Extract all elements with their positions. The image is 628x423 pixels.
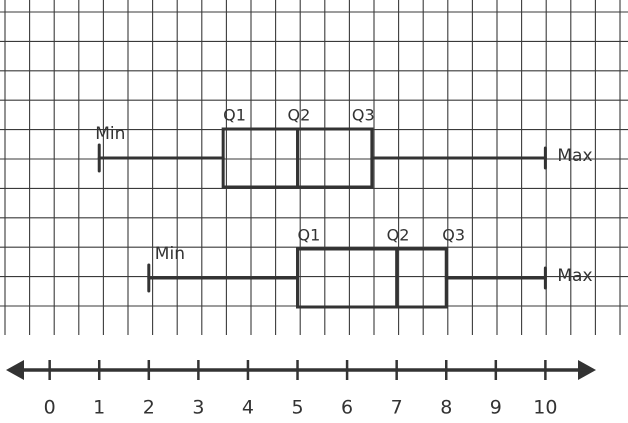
x-tick-label: 6: [341, 397, 353, 419]
x-tick-label: 8: [440, 397, 452, 419]
x-tick-label: 4: [242, 397, 254, 419]
chart: 0 1 2 3 4 5 6 7 8 9 10 Min Q1 Q2 Q3 Max Min Q1 Q2 Q3 Max: [0, 0, 628, 423]
max-label: Max: [557, 146, 592, 166]
max-label: Max: [557, 266, 592, 286]
q2-label: Q2: [288, 106, 311, 125]
x-tick-label: 0: [44, 397, 56, 419]
min-label: Min: [95, 124, 125, 144]
q1-label: Q1: [298, 226, 321, 245]
x-tick-label: 1: [93, 397, 105, 419]
x-tick-label: 5: [291, 397, 303, 419]
min-label: Min: [155, 244, 185, 264]
box: [298, 249, 447, 307]
x-tick-label: 3: [192, 397, 204, 419]
q2-label: Q2: [387, 226, 410, 245]
q3-label: Q3: [442, 226, 465, 245]
q3-label: Q3: [352, 106, 375, 125]
x-tick-label: 7: [391, 397, 403, 419]
x-tick-label: 10: [533, 397, 557, 419]
q1-label: Q1: [223, 106, 246, 125]
grid-paper: [0, 0, 628, 335]
x-tick-label: 2: [143, 397, 155, 419]
x-tick-label: 9: [490, 397, 502, 419]
